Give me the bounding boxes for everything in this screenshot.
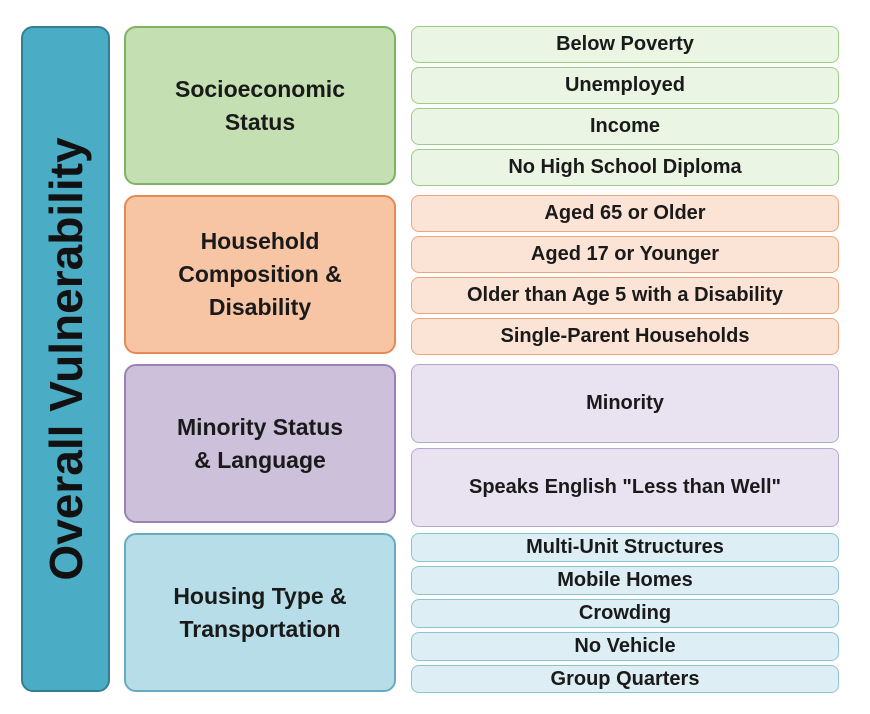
theme-housing-transportation: Housing Type & Transportation: [124, 533, 396, 692]
overall-vulnerability-label: Overall Vulnerability: [39, 137, 92, 581]
variable-box: Income: [411, 108, 839, 145]
variable-box: No High School Diploma: [411, 149, 839, 186]
overall-vulnerability-box: Overall Vulnerability: [21, 26, 110, 692]
variable-label: Older than Age 5 with a Disability: [467, 284, 783, 306]
theme-label: Household Composition & Disability: [178, 228, 342, 320]
variable-box: No Vehicle: [411, 632, 839, 661]
variable-label: Single-Parent Households: [500, 325, 750, 347]
variable-box: Multi-Unit Structures: [411, 533, 839, 562]
variable-label: Below Poverty: [556, 33, 694, 55]
variable-box: Older than Age 5 with a Disability: [411, 277, 839, 314]
variable-box: Aged 17 or Younger: [411, 236, 839, 273]
variable-label: Multi-Unit Structures: [526, 536, 724, 558]
variable-box: Mobile Homes: [411, 566, 839, 595]
theme-label: Socioeconomic Status: [175, 75, 345, 135]
theme-household-composition: Household Composition & Disability: [124, 195, 396, 354]
variable-box: Unemployed: [411, 67, 839, 104]
variable-label: Minority: [586, 392, 664, 414]
variable-label: Aged 65 or Older: [544, 202, 706, 224]
variable-box: Below Poverty: [411, 26, 839, 63]
variable-box: Group Quarters: [411, 665, 839, 693]
variable-label: Crowding: [578, 602, 672, 624]
variable-label: No High School Diploma: [508, 156, 742, 178]
variable-label: Aged 17 or Younger: [530, 243, 720, 265]
variable-box: Minority: [411, 364, 839, 443]
theme-label: Housing Type & Transportation: [173, 582, 347, 642]
theme-minority-status-language: Minority Status & Language: [124, 364, 396, 523]
theme-label: Minority Status & Language: [176, 413, 344, 473]
theme-socioeconomic-status: Socioeconomic Status: [124, 26, 396, 185]
variable-label: Unemployed: [564, 74, 686, 96]
variable-label: Group Quarters: [550, 667, 700, 690]
variable-label: Mobile Homes: [557, 569, 693, 591]
variable-box: Aged 65 or Older: [411, 195, 839, 232]
variable-box: Single-Parent Households: [411, 318, 839, 355]
variable-label: Speaks English "Less than Well": [468, 476, 782, 498]
variable-label: No Vehicle: [574, 635, 676, 657]
variable-label: Income: [589, 115, 661, 137]
variable-box: Crowding: [411, 599, 839, 628]
variable-box: Speaks English "Less than Well": [411, 448, 839, 527]
